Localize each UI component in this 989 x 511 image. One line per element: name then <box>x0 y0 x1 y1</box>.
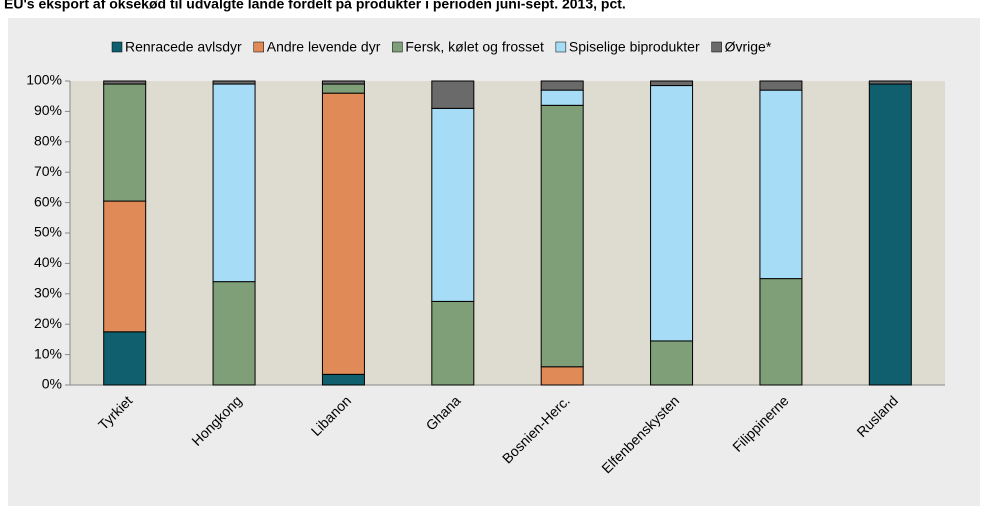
bar-segment <box>321 80 365 85</box>
bar-segment <box>650 340 694 386</box>
bar-segment <box>212 83 256 283</box>
y-tick-label: 100% <box>26 72 62 88</box>
bar-segment <box>868 80 912 85</box>
bar-segment <box>540 104 584 368</box>
bar-segment <box>650 80 694 87</box>
bar-segment <box>103 83 147 202</box>
legend-label: Spiselige biprodukter <box>569 39 700 55</box>
bar-segment <box>759 278 803 386</box>
y-tick-label: 10% <box>34 345 62 361</box>
bar-segment <box>431 300 475 386</box>
legend-swatch <box>253 41 264 53</box>
bar-segment <box>540 366 584 386</box>
bar-segment <box>321 83 365 94</box>
bar-segment <box>868 83 912 386</box>
bar-segment <box>103 80 147 85</box>
y-tick-label: 0% <box>42 376 62 392</box>
legend-label: Fersk, kølet og frosset <box>405 39 544 55</box>
y-tick-label: 40% <box>34 254 62 270</box>
y-tick-label: 50% <box>34 224 62 240</box>
bar-segment <box>212 281 256 386</box>
legend-label: Øvrige* <box>725 39 772 55</box>
legend-swatch <box>392 41 403 53</box>
y-tick-label: 20% <box>34 315 62 331</box>
legend-label: Renracede avlsdyr <box>125 39 242 55</box>
bar-segment <box>759 89 803 280</box>
y-tick-label: 70% <box>34 163 62 179</box>
bar-segment <box>650 85 694 342</box>
legend-swatch <box>111 41 123 53</box>
chart-title: EU's eksport af oksekød til udvalgte lan… <box>4 0 626 12</box>
bar-segment <box>103 331 147 386</box>
bar-segment <box>540 80 584 91</box>
legend-label: Andre levende dyr <box>267 39 381 55</box>
bar-segment <box>321 92 365 375</box>
y-tick-label: 60% <box>34 193 62 209</box>
bar-segment <box>321 373 365 386</box>
bar-segment <box>759 80 803 91</box>
legend-swatch <box>711 41 722 53</box>
bar-segment <box>431 80 475 109</box>
y-tick-label: 90% <box>34 102 62 118</box>
y-tick-label: 30% <box>34 285 62 301</box>
bar-segment <box>103 200 147 333</box>
y-tick-label: 80% <box>34 133 62 149</box>
bar-segment <box>431 107 475 302</box>
plot-area <box>70 81 945 385</box>
bar-segment <box>540 89 584 106</box>
legend-swatch <box>555 41 567 53</box>
bar-segment <box>212 80 256 85</box>
